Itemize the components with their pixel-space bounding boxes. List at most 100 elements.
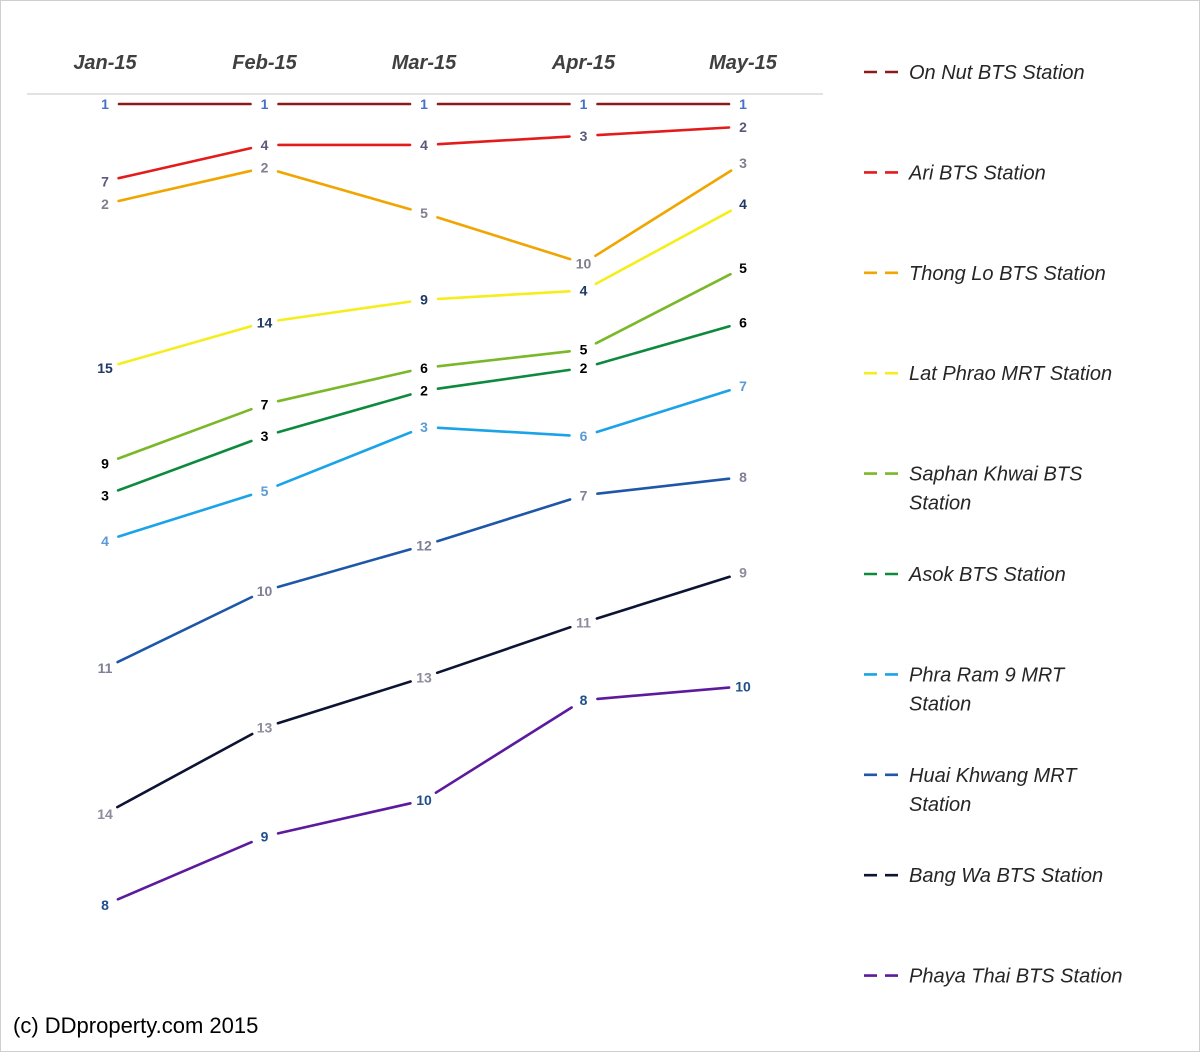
- rank-label-ari-bts-station: 2: [739, 119, 747, 135]
- rank-label-thong-lo-bts-station: 5: [420, 205, 428, 221]
- rank-label-saphan-khwai-bts-station: 7: [261, 396, 269, 412]
- legend-label: Bang Wa BTS Station: [909, 865, 1103, 887]
- rank-label-thong-lo-bts-station: 2: [101, 196, 109, 212]
- legend-label: Phaya Thai BTS Station: [909, 966, 1122, 988]
- series-segment-asok-bts-station: [116, 439, 253, 492]
- rank-label-phra-ram-9-mrt-station: 6: [580, 428, 588, 444]
- rank-label-phra-ram-9-mrt-station: 5: [261, 483, 269, 499]
- series-segment-thong-lo-bts-station: [436, 216, 572, 261]
- rank-label-bang-wa-bts-station: 14: [97, 806, 113, 822]
- legend-item-asok-bts-station: Asok BTS Station: [864, 564, 1066, 586]
- series-segment-phra-ram-9-mrt-station: [595, 388, 731, 434]
- rank-label-huai-khwang-mrt-station: 8: [739, 469, 747, 485]
- rank-label-lat-phrao-mrt-station: 4: [739, 196, 747, 212]
- series-segment-phaya-thai-bts-station: [116, 840, 253, 901]
- series-segment-thong-lo-bts-station: [117, 169, 253, 203]
- rank-label-phaya-thai-bts-station: 10: [416, 792, 432, 808]
- legend-label: Thong Lo BTS Station: [909, 263, 1106, 285]
- series-segment-thong-lo-bts-station: [594, 169, 733, 258]
- rank-label-lat-phrao-mrt-station: 4: [580, 283, 588, 299]
- series-segment-saphan-khwai-bts-station: [436, 349, 571, 368]
- legend: On Nut BTS Station Ari BTS Station Thong L…: [864, 62, 1122, 988]
- series-segment-saphan-khwai-bts-station: [594, 272, 732, 345]
- legend-label: Ari BTS Station: [908, 162, 1046, 184]
- series-segment-lat-phrao-mrt-station: [117, 324, 253, 366]
- month-label-may-15: May-15: [709, 52, 778, 74]
- rank-label-lat-phrao-mrt-station: 14: [257, 314, 273, 330]
- rank-label-huai-khwang-mrt-station: 12: [416, 537, 432, 553]
- legend-item-huai-khwang-mrt-station: Huai Khwang MRT Station: [864, 765, 1078, 816]
- series-segment-bang-wa-bts-station: [435, 625, 572, 675]
- rank-labels: 1 1 1 1 174 432225103151494497655332264536711…: [97, 96, 751, 913]
- series-segment-bang-wa-bts-station: [595, 575, 731, 620]
- rank-label-on-nut-bts-station: 1: [101, 96, 109, 112]
- rank-label-phra-ram-9-mrt-station: 3: [420, 419, 428, 435]
- rank-label-asok-bts-station: 3: [101, 487, 109, 503]
- month-label-feb-15: Feb-15: [232, 52, 297, 74]
- legend-item-phaya-thai-bts-station: Phaya Thai BTS Station: [864, 966, 1122, 988]
- legend-label: On Nut BTS Station: [909, 62, 1085, 84]
- legend-item-saphan-khwai-bts-station: Saphan Khwai BTS Station: [864, 464, 1083, 515]
- rank-label-lat-phrao-mrt-station: 9: [420, 292, 428, 308]
- rank-label-asok-bts-station: 3: [261, 428, 269, 444]
- legend-item-bang-wa-bts-station: Bang Wa BTS Station: [864, 865, 1103, 887]
- legend-item-phra-ram-9-mrt-station: Phra Ram 9 MRT Station: [864, 664, 1066, 715]
- series-segment-bang-wa-bts-station: [276, 680, 412, 725]
- series-segment-phra-ram-9-mrt-station: [276, 430, 413, 487]
- rank-label-huai-khwang-mrt-station: 7: [580, 487, 588, 503]
- rank-label-phaya-thai-bts-station: 10: [735, 678, 751, 694]
- series-segment-huai-khwang-mrt-station: [436, 498, 572, 543]
- legend-item-ari-bts-station: Ari BTS Station: [864, 162, 1046, 184]
- series-segment-ari-bts-station: [436, 135, 571, 146]
- series-segment-asok-bts-station: [595, 324, 731, 366]
- series-segment-ari-bts-station: [596, 126, 731, 137]
- rank-label-ari-bts-station: 7: [101, 173, 109, 189]
- copyright-credit: (c) DDproperty.com 2015: [13, 1013, 259, 1038]
- rank-label-phra-ram-9-mrt-station: 7: [739, 378, 747, 394]
- month-label-apr-15: Apr-15: [551, 52, 616, 74]
- rank-label-phra-ram-9-mrt-station: 4: [101, 533, 109, 549]
- series-segment-bang-wa-bts-station: [116, 732, 254, 809]
- series-segment-phra-ram-9-mrt-station: [117, 493, 253, 538]
- series-segment-phaya-thai-bts-station: [596, 686, 731, 701]
- rank-label-bang-wa-bts-station: 11: [576, 615, 591, 631]
- series-segment-lat-phrao-mrt-station: [277, 300, 412, 322]
- rank-label-saphan-khwai-bts-station: 5: [739, 260, 747, 276]
- rank-label-phaya-thai-bts-station: 8: [101, 897, 109, 913]
- rank-label-ari-bts-station: 4: [261, 137, 269, 153]
- rank-label-on-nut-bts-station: 1: [261, 96, 269, 112]
- series-segment-ari-bts-station: [117, 146, 253, 180]
- series-segment-saphan-khwai-bts-station: [276, 369, 412, 403]
- legend-label: Phra Ram 9 MRT Station: [909, 664, 1066, 715]
- series-segment-phaya-thai-bts-station: [276, 801, 412, 835]
- series-segment-huai-khwang-mrt-station: [276, 547, 412, 589]
- series-lines: [116, 102, 733, 901]
- rank-label-thong-lo-bts-station: 2: [261, 160, 269, 176]
- month-label-jan-15: Jan-15: [73, 52, 137, 74]
- series-segment-lat-phrao-mrt-station: [594, 209, 733, 286]
- rank-label-thong-lo-bts-station: 3: [739, 155, 747, 171]
- month-labels: Jan-15 Feb-15 Mar-15 Apr-15 May-15: [73, 52, 777, 74]
- rank-label-on-nut-bts-station: 1: [739, 96, 747, 112]
- rank-label-asok-bts-station: 2: [580, 360, 588, 376]
- rank-label-saphan-khwai-bts-station: 5: [580, 342, 588, 358]
- rank-label-bang-wa-bts-station: 13: [257, 719, 273, 735]
- legend-item-lat-phrao-mrt-station: Lat Phrao MRT Station: [864, 363, 1112, 385]
- rank-label-ari-bts-station: 4: [420, 137, 428, 153]
- rank-label-thong-lo-bts-station: 10: [576, 255, 592, 271]
- rank-label-asok-bts-station: 6: [739, 314, 747, 330]
- rank-label-saphan-khwai-bts-station: 9: [101, 455, 109, 471]
- series-segment-saphan-khwai-bts-station: [116, 407, 253, 460]
- series-segment-phra-ram-9-mrt-station: [436, 426, 571, 437]
- rank-label-bang-wa-bts-station: 13: [416, 669, 432, 685]
- series-segment-phaya-thai-bts-station: [434, 706, 573, 795]
- rank-label-on-nut-bts-station: 1: [580, 96, 588, 112]
- rank-label-saphan-khwai-bts-station: 6: [420, 360, 428, 376]
- series-segment-asok-bts-station: [276, 393, 412, 434]
- legend-label: Huai Khwang MRT Station: [909, 765, 1078, 816]
- rank-label-bang-wa-bts-station: 9: [739, 565, 747, 581]
- rank-label-huai-khwang-mrt-station: 10: [257, 583, 273, 599]
- series-segment-lat-phrao-mrt-station: [436, 289, 571, 301]
